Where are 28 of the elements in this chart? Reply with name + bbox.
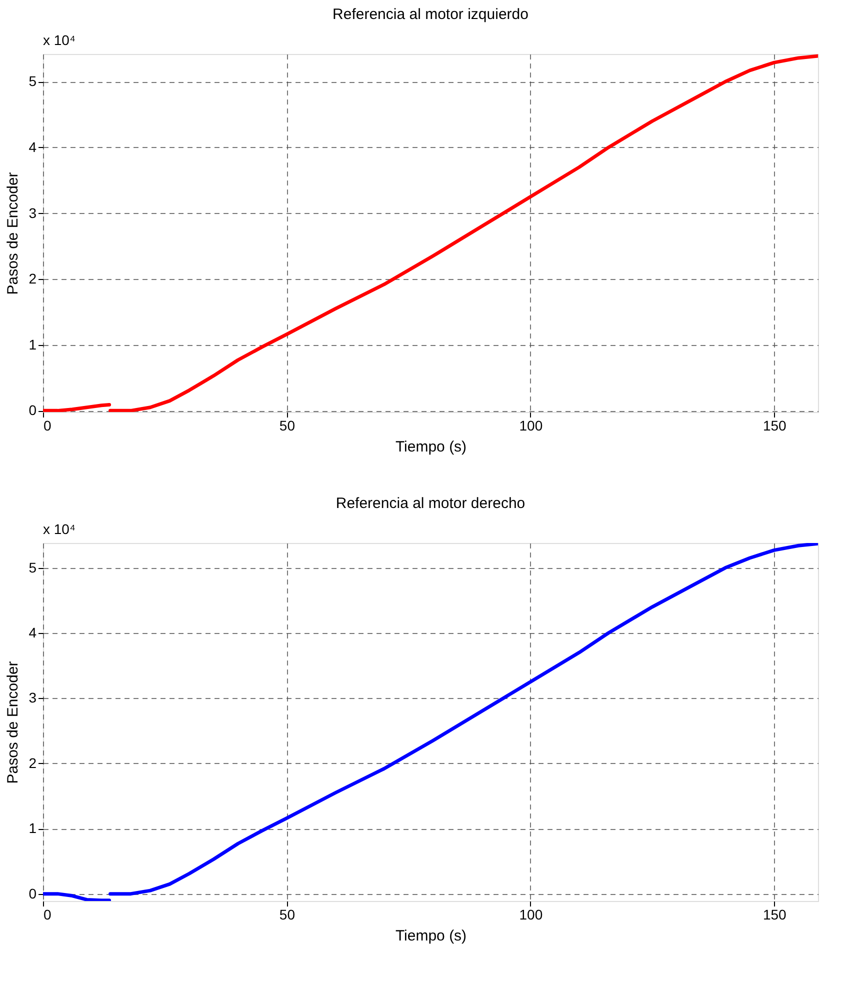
y-axis-title: Pasos de Encoder [4, 172, 22, 295]
x-tick-label: 0 [44, 418, 52, 434]
y-tick-label: 3 [28, 204, 37, 221]
y-tick-label: 0 [28, 402, 37, 418]
text: x 10⁴ [43, 32, 76, 48]
x-axis-title: Tiempo (s) [395, 438, 467, 456]
x-axis-title: Tiempo (s) [395, 928, 467, 944]
x-tick-label: 100 [519, 418, 543, 434]
y-tick-label: 5 [28, 73, 37, 90]
y-tick-label: 0 [28, 885, 37, 902]
x-tick-label: 50 [279, 418, 296, 434]
x-tick-label: 100 [519, 906, 543, 922]
y-tick-label: 1 [28, 820, 37, 836]
y-tick-label: 2 [28, 270, 37, 287]
y-tick-label: 4 [28, 624, 37, 640]
x-tick-label: 0 [44, 906, 52, 922]
x-tick-label: 150 [762, 906, 787, 922]
x-tick-label: 50 [279, 906, 296, 922]
text: x 10⁴ [43, 521, 76, 537]
y-tick-label: 2 [28, 754, 37, 771]
y-tick-label: 1 [28, 336, 37, 352]
y-tick-label: 4 [28, 138, 37, 155]
chart-title: Referencia al motor derecho [336, 495, 526, 512]
y-tick-label: 5 [28, 559, 37, 576]
y-tick-label: 3 [28, 690, 37, 706]
x-tick-label: 150 [762, 418, 787, 434]
y-axis-title: Pasos de Encoder [4, 661, 22, 784]
chart-title: Referencia al motor izquierdo [332, 6, 528, 23]
